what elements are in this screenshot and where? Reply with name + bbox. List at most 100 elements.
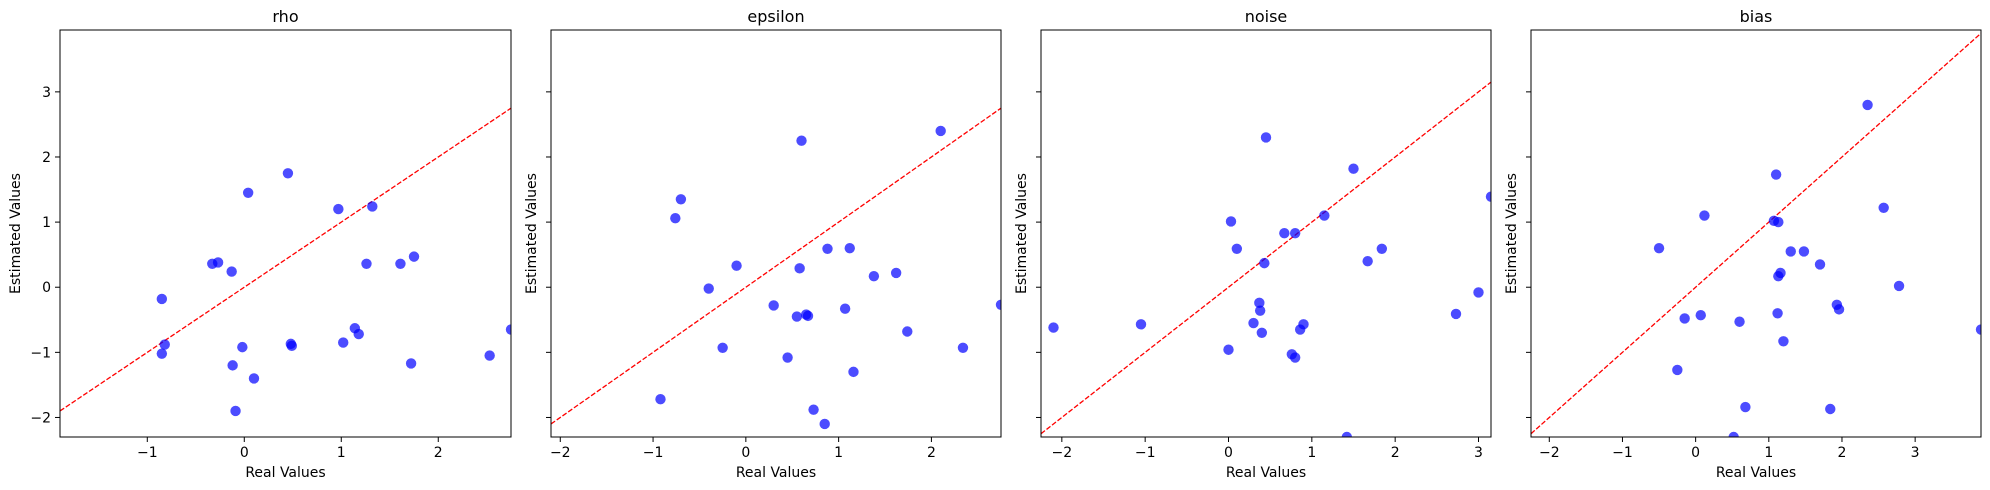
data-point (868, 270, 880, 282)
x-tick-label: 1 (1764, 445, 1773, 461)
x-tick-label: −1 (137, 445, 158, 461)
x-tick-label: 1 (1307, 445, 1316, 461)
data-point (1256, 327, 1268, 339)
y-axis-label: Estimated Values (524, 173, 540, 294)
data-point (819, 418, 830, 430)
x-tick-label: 0 (1224, 445, 1233, 461)
data-point (1833, 304, 1845, 315)
x-tick-label: −1 (1135, 445, 1156, 461)
data-point (1135, 319, 1147, 330)
scatter-panel-rho: −1 0 1 2 −2 −1 0 1 2 3 rho Real Values Estimated Val… (8, 7, 512, 481)
data-point (1893, 280, 1905, 292)
data-point (1653, 242, 1665, 254)
data-point (1734, 316, 1745, 327)
data-point (655, 394, 666, 405)
data-point (226, 266, 237, 277)
y-tick-label: −2 (30, 410, 51, 426)
axes-frame (59, 29, 512, 438)
y-tick-label: 0 (42, 280, 51, 296)
data-point (1348, 163, 1359, 174)
y-axis-label: Estimated Values (1504, 173, 1520, 294)
data-point (890, 267, 902, 279)
data-point (248, 373, 260, 384)
x-tick-label: −2 (1539, 445, 1560, 461)
data-point (717, 342, 728, 353)
data-point (1778, 336, 1789, 347)
data-point (1248, 317, 1259, 329)
data-point (333, 203, 344, 215)
identity-line (1041, 81, 1491, 435)
data-point (230, 405, 241, 417)
data-point (1775, 267, 1786, 279)
data-point (1048, 322, 1059, 333)
data-point (957, 342, 969, 353)
data-point (796, 135, 807, 146)
x-tick-label: 0 (1691, 445, 1700, 461)
data-point (844, 242, 855, 254)
plot-area (1531, 32, 1981, 437)
data-point (156, 293, 168, 305)
data-point (1376, 243, 1388, 255)
scatter-panel-noise: −2 −1 0 1 2 3 noise Real Values Estimated Values (1014, 7, 1492, 481)
data-point (1225, 216, 1237, 227)
data-point (395, 258, 406, 269)
x-tick-label: −1 (1612, 445, 1633, 461)
data-point (1772, 308, 1783, 319)
axes-frame (1040, 29, 1492, 438)
x-tick-label: 2 (434, 445, 443, 461)
y-tick-label: −1 (30, 345, 51, 361)
data-point (405, 358, 417, 369)
data-point (1699, 210, 1710, 221)
data-point (808, 404, 819, 415)
identity-line (1531, 32, 1981, 435)
x-tick-label: 0 (741, 445, 750, 461)
x-axis-label: Real Values (245, 465, 325, 481)
data-point (1740, 401, 1751, 413)
data-point (1862, 99, 1873, 111)
data-point (1298, 319, 1309, 330)
data-point (822, 243, 833, 255)
x-tick-label: 3 (1911, 445, 1920, 461)
data-point (1223, 344, 1234, 355)
panel-title: epsilon (747, 7, 804, 26)
data-point (242, 187, 254, 198)
data-point (1785, 246, 1796, 257)
x-tick-label: 1 (337, 445, 346, 461)
x-tick-label: 1 (834, 445, 843, 461)
data-point (848, 366, 859, 378)
data-point (408, 251, 420, 262)
data-point (1485, 191, 1491, 202)
data-point (768, 300, 779, 311)
x-tick-label: 3 (1474, 445, 1483, 461)
data-point (282, 168, 294, 179)
plot-area (551, 107, 1001, 430)
identity-line (551, 107, 1001, 425)
y-axis-label: Estimated Values (1014, 173, 1030, 294)
data-point (1728, 431, 1739, 437)
y-axis-label: Estimated Values (8, 173, 24, 294)
data-point (286, 340, 298, 352)
scatter-panel-epsilon: −2 −1 0 1 2 epsilon Real Values Estimated Value… (524, 7, 1002, 481)
data-point (995, 299, 1001, 311)
x-tick-label: 2 (1838, 445, 1847, 461)
data-point (1259, 257, 1270, 269)
data-point (1473, 287, 1484, 298)
data-point (1975, 324, 1981, 335)
data-point (1825, 403, 1836, 415)
panel-title: rho (272, 7, 298, 26)
axes-frame (550, 29, 1002, 438)
data-point (703, 283, 714, 294)
data-point (1878, 202, 1889, 213)
x-axis-label: Real Values (736, 465, 816, 481)
data-point (1798, 246, 1810, 257)
y-tick-label: 2 (42, 150, 51, 166)
data-point (675, 194, 687, 205)
data-point (367, 201, 378, 212)
x-tick-label: 2 (1391, 445, 1400, 461)
data-point (1231, 243, 1243, 255)
data-point (1814, 259, 1826, 270)
data-point (237, 341, 248, 353)
data-point (361, 258, 372, 269)
data-point (1254, 305, 1266, 316)
